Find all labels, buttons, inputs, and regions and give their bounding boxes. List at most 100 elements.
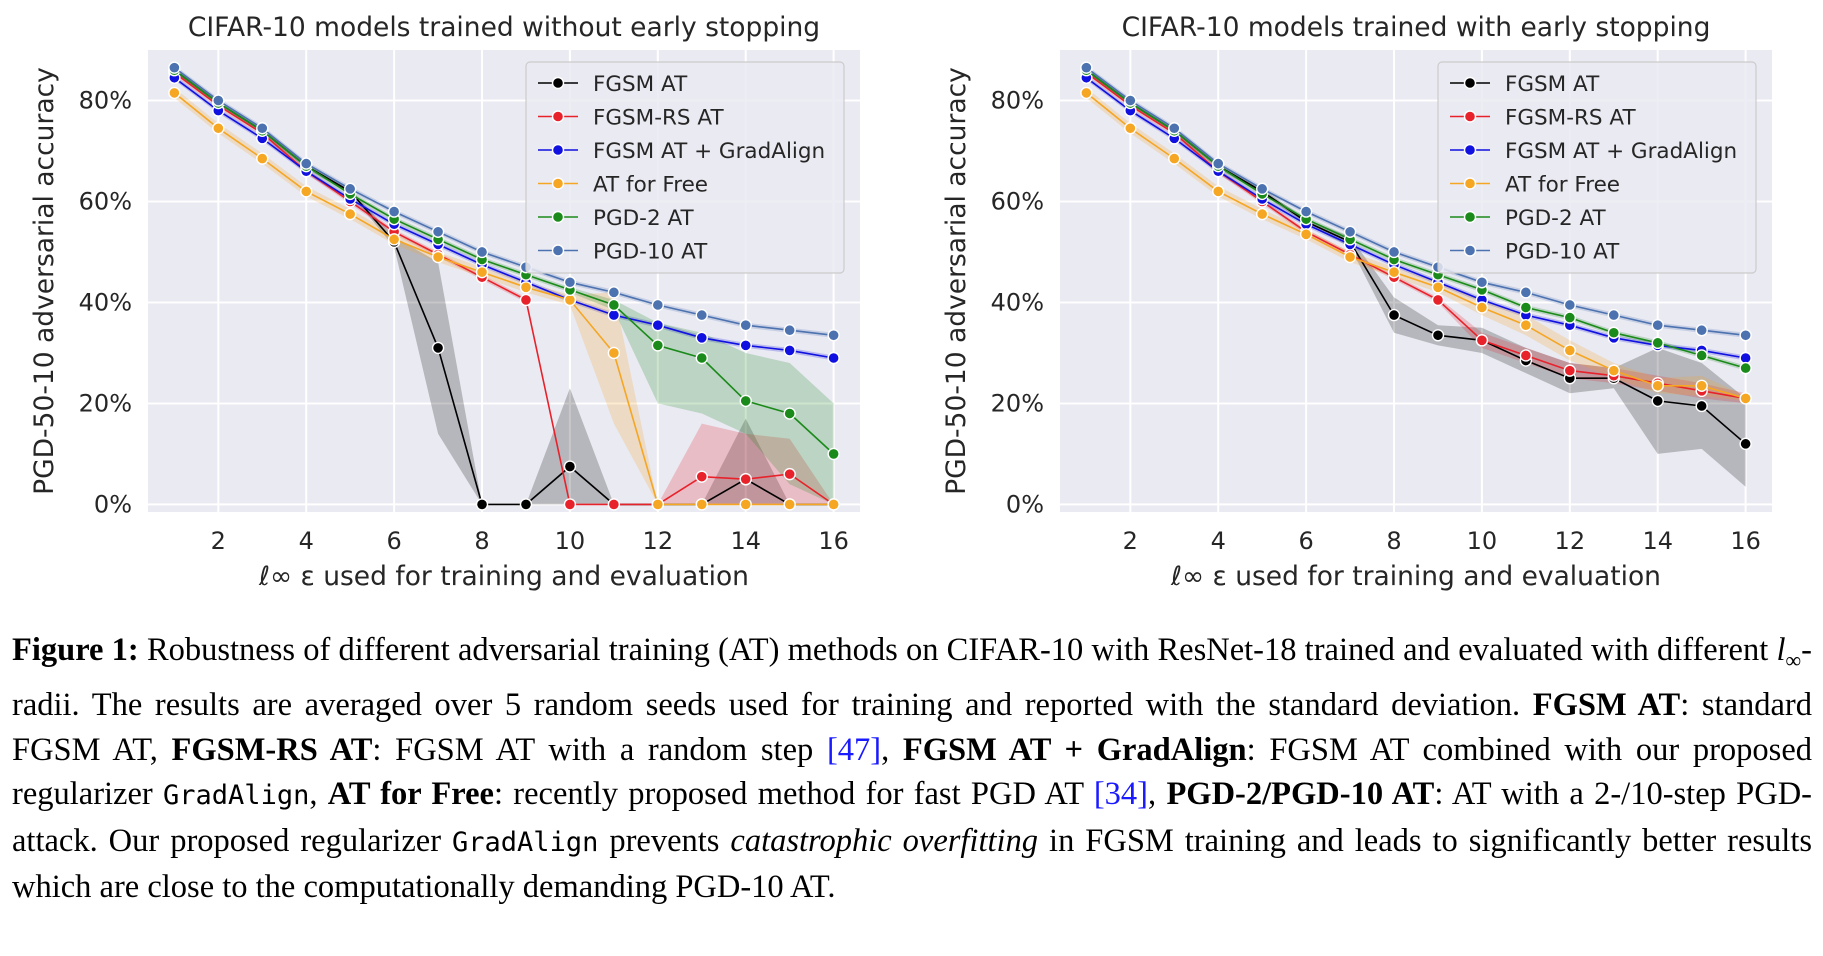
legend-label: AT for Free <box>593 173 708 198</box>
legend-label: FGSM-RS AT <box>593 106 724 131</box>
legend-label: FGSM AT <box>1505 72 1600 97</box>
data-point <box>827 498 840 511</box>
data-point <box>300 185 313 198</box>
series-line <box>173 69 835 455</box>
y-tick-label: 60% <box>79 187 132 215</box>
data-point <box>1607 326 1620 339</box>
data-point <box>1387 308 1401 322</box>
data-point <box>1387 245 1401 259</box>
data-point <box>519 498 533 511</box>
caption-text: prevents <box>598 822 731 859</box>
data-point <box>651 298 665 312</box>
y-tick-label: 20% <box>991 389 1044 417</box>
legend-swatch-marker <box>1463 143 1477 157</box>
data-point <box>1695 349 1708 362</box>
y-tick-label: 60% <box>991 187 1044 215</box>
data-point <box>1695 324 1708 337</box>
data-point <box>519 281 533 294</box>
data-point <box>563 276 577 289</box>
data-point <box>651 498 665 511</box>
figure-caption: Figure 1: Robustness of different advers… <box>12 628 1812 910</box>
data-point <box>1563 364 1577 377</box>
legend-swatch-marker <box>551 143 565 157</box>
data-point <box>1212 185 1225 198</box>
y-tick-label: 40% <box>79 288 132 316</box>
caption-math-sub: ∞ <box>1785 647 1802 673</box>
data-point <box>1475 301 1489 314</box>
data-point <box>1739 329 1752 342</box>
caption-bold: FGSM-RS AT <box>171 731 373 768</box>
data-point <box>1519 349 1533 362</box>
legend-label: PGD-2 AT <box>593 206 694 231</box>
y-axis-label: PGD-50-10 adversarial accuracy <box>29 67 60 495</box>
x-tick-label: 4 <box>299 527 314 555</box>
x-axis-label: ℓ∞ ε used for training and evaluation <box>258 561 749 592</box>
legend-label: FGSM AT + GradAlign <box>593 139 825 164</box>
data-point <box>475 265 489 279</box>
legend-label: FGSM-RS AT <box>1505 106 1636 131</box>
data-point <box>563 293 577 307</box>
data-point <box>651 339 665 352</box>
caption-text: , <box>309 776 328 812</box>
data-point <box>739 472 752 486</box>
x-tick-label: 10 <box>555 527 586 555</box>
data-point <box>827 351 840 365</box>
data-point <box>256 122 269 135</box>
legend-swatch-marker <box>551 110 565 123</box>
data-point <box>695 331 708 345</box>
data-point <box>1343 225 1357 238</box>
caption-bold: AT for Free <box>327 776 494 812</box>
caption-math: l∞ <box>1776 632 1801 673</box>
caption-text: in FGSM training and leads to significan… <box>12 822 1812 906</box>
data-point <box>607 286 621 299</box>
data-point <box>607 298 621 312</box>
chart-title: CIFAR-10 models trained without early st… <box>188 12 820 43</box>
legend-box <box>525 61 845 274</box>
data-point <box>739 339 752 352</box>
data-point <box>1080 86 1093 100</box>
data-point <box>607 498 621 511</box>
caption-code: GradAlign <box>163 780 310 811</box>
data-point <box>783 407 796 420</box>
data-point <box>1739 437 1752 451</box>
series-band <box>174 67 834 505</box>
x-tick-label: 14 <box>730 527 761 555</box>
data-point <box>783 344 796 357</box>
x-tick-label: 14 <box>1642 527 1673 555</box>
data-point <box>1739 361 1752 375</box>
data-point <box>1519 318 1533 332</box>
chart-panel-1: 2 4 6 8 10 12 14 16 0% 20% 40% 60% 80% CIFAR-10 model… <box>29 12 860 592</box>
series-band <box>1086 67 1746 487</box>
x-tick-label: 4 <box>1211 527 1226 555</box>
data-point <box>695 470 708 483</box>
x-tick-label: 16 <box>818 527 849 555</box>
y-tick-label: 20% <box>79 389 132 417</box>
data-point <box>1299 228 1313 241</box>
legend-label: PGD-2 AT <box>1505 206 1606 231</box>
data-point <box>1168 152 1181 165</box>
citation-link[interactable]: [34] <box>1093 776 1149 812</box>
series-line <box>1085 69 1746 369</box>
series-line <box>1085 72 1746 400</box>
data-point <box>563 498 577 511</box>
data-point <box>1080 61 1093 74</box>
data-point <box>1124 122 1137 135</box>
x-tick-label: 6 <box>1298 527 1313 555</box>
legend-box <box>1437 61 1757 274</box>
citation-link[interactable]: [47] <box>826 731 882 768</box>
data-point <box>1255 207 1269 221</box>
x-tick-label: 12 <box>643 527 674 555</box>
caption-text: : standard FGSM AT, <box>12 687 1812 768</box>
data-point <box>168 86 181 100</box>
legend-swatch-marker <box>1463 177 1477 190</box>
data-point <box>1431 281 1445 294</box>
figure: 2 4 6 8 10 12 14 160%20%40%60%80%CIFAR-10 model… <box>29 12 1772 592</box>
data-point <box>1695 379 1708 392</box>
data-point <box>1563 344 1577 357</box>
data-point <box>1431 293 1445 307</box>
caption-code: GradAlign <box>452 826 599 858</box>
legend-swatch-marker <box>551 177 565 190</box>
data-point <box>212 122 225 135</box>
caption-text: Robustness of different adversarial trai… <box>138 632 1777 668</box>
legend-swatch-marker <box>1463 76 1477 90</box>
